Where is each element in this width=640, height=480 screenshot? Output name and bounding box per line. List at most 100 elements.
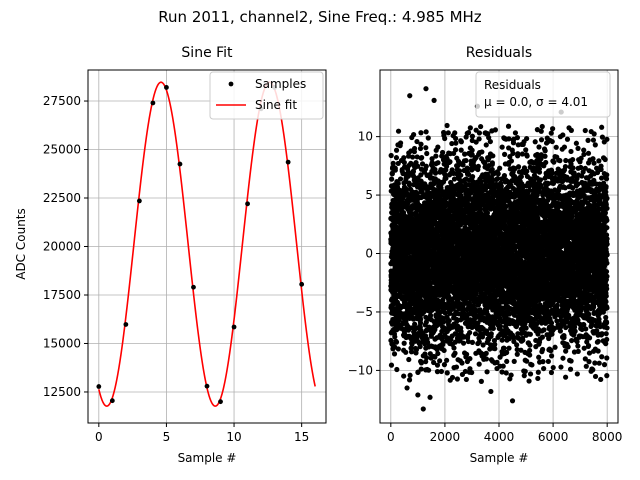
residual-point [393, 339, 400, 345]
residual-point [425, 339, 431, 346]
residual-point [453, 364, 460, 370]
residual-point [467, 356, 473, 362]
residual-point [419, 161, 426, 167]
sine-fit-ytick-label: 12500 [43, 385, 81, 399]
residual-point [476, 361, 482, 367]
residual-point [476, 130, 483, 136]
residuals-xlabel: Sample # [470, 451, 529, 465]
residual-point [500, 363, 506, 369]
sample-point [204, 383, 210, 389]
sample-point [96, 384, 102, 389]
residual-point [449, 140, 455, 147]
residual-point [495, 171, 501, 177]
residual-point [492, 346, 498, 352]
sine-fit-ytick-label: 17500 [43, 288, 81, 302]
residual-point [438, 368, 445, 375]
residual-point [429, 156, 435, 162]
sample-point [299, 281, 305, 287]
residual-point [472, 331, 479, 337]
sample-point [136, 198, 142, 204]
sample-point [123, 322, 129, 327]
residual-point [449, 374, 456, 381]
residual-point [469, 147, 475, 153]
residual-point [406, 377, 413, 383]
residual-point [508, 372, 514, 378]
residual-point [403, 349, 409, 355]
sample-point [109, 398, 115, 404]
residual-point [423, 359, 429, 365]
residual-point [490, 153, 496, 159]
residual-point [441, 347, 447, 354]
residual-point [492, 127, 498, 133]
residual-point [439, 149, 446, 156]
residual-point [514, 351, 520, 357]
residual-point [426, 367, 432, 373]
residual-point [483, 142, 489, 148]
residual-point [469, 152, 475, 158]
residual-point [435, 160, 441, 166]
residual-point [393, 155, 400, 161]
sine-fit-ytick-label: 22500 [43, 191, 81, 205]
residual-point [476, 136, 482, 142]
residual-point [434, 369, 441, 375]
residual-point [389, 176, 395, 182]
residual-point [458, 328, 464, 335]
sample-point [191, 284, 196, 290]
residual-point [499, 144, 505, 150]
residual-point [401, 373, 407, 379]
residual-point [406, 356, 412, 363]
residual-point [457, 337, 463, 343]
residual-point [453, 140, 459, 146]
sine-fit-ytick-label: 25000 [43, 143, 81, 157]
residual-point [462, 151, 468, 157]
sine-fit-xtick-label: 0 [95, 430, 103, 444]
residual-point [452, 350, 458, 356]
residual-point [451, 176, 458, 182]
sine-fit-xtick-label: 5 [163, 430, 171, 444]
residual-point [413, 325, 419, 332]
residual-point [397, 176, 404, 182]
residual-point [490, 325, 496, 332]
residual-point [440, 319, 446, 325]
residual-point [411, 145, 418, 152]
sine-fit-ytick-label: 15000 [43, 336, 81, 350]
residual-point [506, 345, 512, 351]
residual-point [442, 135, 448, 142]
residual-point [520, 337, 526, 343]
residual-point [503, 370, 509, 376]
residual-point [502, 151, 508, 157]
residual-point [418, 130, 424, 136]
residual-point [389, 171, 395, 177]
residual-point [460, 340, 467, 346]
residual-point [465, 338, 472, 345]
residual-point [515, 151, 521, 157]
residual-point [505, 123, 512, 129]
residual-point [427, 351, 433, 357]
residual-point [444, 370, 450, 376]
residual-point [395, 346, 401, 352]
residual-point [478, 123, 484, 130]
residual-point [463, 376, 469, 383]
residual-point [452, 130, 458, 136]
residual-point [478, 378, 484, 384]
residual-point [401, 155, 407, 161]
residual-point [497, 165, 503, 171]
legend-samples-label: Samples [255, 77, 306, 91]
sine-fit-legend-box [209, 71, 324, 120]
residual-point [395, 180, 401, 187]
residual-point [453, 135, 459, 142]
residual-points [388, 86, 610, 412]
residual-point [466, 171, 472, 178]
residual-point [460, 162, 466, 168]
residual-point [414, 138, 420, 145]
sample-point [218, 399, 223, 405]
residual-point [433, 153, 439, 159]
residual-point [469, 369, 475, 376]
residual-point [417, 145, 424, 152]
residual-point [401, 159, 407, 166]
residual-point [454, 376, 460, 382]
residual-point [464, 351, 470, 357]
residual-point [424, 355, 430, 361]
residual-point [488, 331, 494, 337]
